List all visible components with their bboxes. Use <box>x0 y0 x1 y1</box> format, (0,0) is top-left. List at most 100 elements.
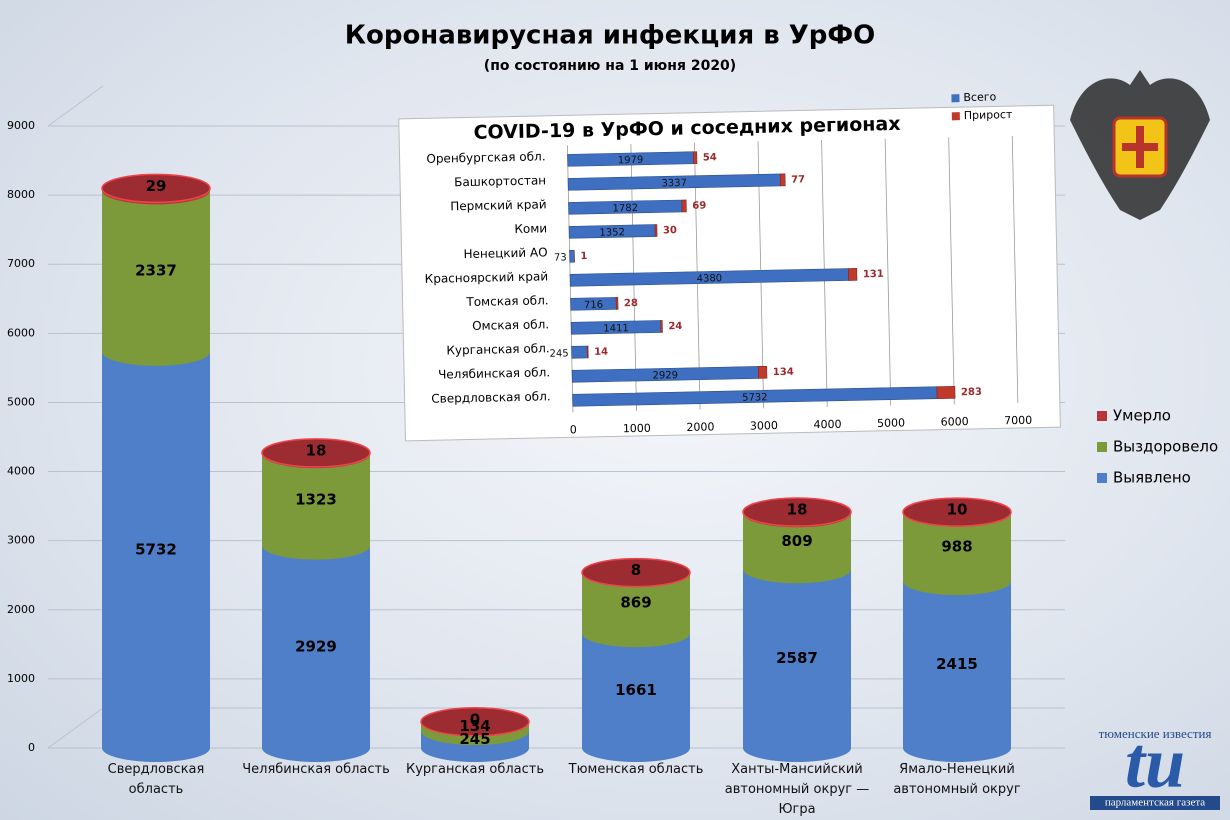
y-tick-label: Пермский край <box>450 197 547 213</box>
grid-line <box>884 138 892 406</box>
y-tick-label: 0 <box>28 741 35 754</box>
legend-label: Выздоровело <box>1113 438 1218 456</box>
bar-top <box>101 173 211 204</box>
value-label: 0 <box>470 710 480 728</box>
y-tick-label: Ненецкий АО <box>463 245 547 261</box>
value-label: 1661 <box>615 681 657 699</box>
value-label: 134 <box>459 717 490 735</box>
bar-top <box>742 497 852 527</box>
value-label: 869 <box>620 594 651 612</box>
bar-segment <box>586 345 589 359</box>
bar-segment <box>757 365 768 379</box>
value-label: 77 <box>791 174 805 185</box>
bar-top <box>902 497 1012 527</box>
value-label: 245 <box>550 348 569 359</box>
legend-swatch <box>1097 442 1107 452</box>
bar-segment <box>660 320 663 333</box>
value-label: 69 <box>692 200 706 211</box>
value-label: 3337 <box>661 178 687 190</box>
value-label: 8 <box>631 561 641 579</box>
y-tick-label: Курганская обл. <box>446 341 549 357</box>
bar-top <box>261 438 371 468</box>
y-tick-label: Красноярский край <box>425 269 549 286</box>
legend-label: Умерло <box>1113 407 1171 425</box>
logo-mark: tu <box>1125 723 1185 803</box>
x-tick-label: 2000 <box>686 420 714 434</box>
bar-segment <box>779 173 786 187</box>
y-tick-label: Омская обл. <box>472 317 549 333</box>
segment-body <box>102 190 210 352</box>
value-label: 5732 <box>135 540 177 558</box>
inset-chart: COVID-19 в УрФО и соседних регионах 0 100… <box>398 90 1061 442</box>
segment-body <box>102 351 210 748</box>
y-tick-label: 6000 <box>7 326 35 339</box>
x-tick-label: 1000 <box>623 422 651 436</box>
value-label: 4380 <box>697 273 723 285</box>
bar-segment <box>902 497 1012 527</box>
emblem <box>1070 70 1210 220</box>
bar-segment <box>262 545 370 762</box>
value-label: 2929 <box>295 637 337 655</box>
bar-segment <box>615 297 619 310</box>
value-label: 2929 <box>652 370 678 382</box>
segment-body <box>262 545 370 748</box>
y-tick-label: 7000 <box>7 257 35 270</box>
bar-segment <box>102 351 210 762</box>
bar-segment <box>569 249 575 263</box>
value-label: 131 <box>863 269 884 280</box>
bar-segment <box>743 569 851 762</box>
value-label: 1323 <box>295 490 337 508</box>
value-label: 24 <box>668 321 682 332</box>
legend-label: Всего <box>963 90 996 104</box>
value-label: 54 <box>703 152 717 163</box>
value-label: 2587 <box>776 649 818 667</box>
x-tick-label: 6000 <box>941 415 969 429</box>
bar-top <box>420 707 530 737</box>
logo-top: тюменские известия <box>1099 726 1212 741</box>
bar-segment <box>262 454 370 560</box>
bar-segment <box>742 497 852 528</box>
value-label: 28 <box>624 298 638 309</box>
logo-bottom: парламентская газета <box>1105 797 1205 809</box>
x-tick-label: 4000 <box>813 418 841 432</box>
y-tick-label: 3000 <box>7 534 35 547</box>
value-label: 716 <box>584 300 603 311</box>
value-label: 14 <box>594 347 608 358</box>
bar-segment <box>936 386 956 399</box>
value-label: 10 <box>947 501 968 519</box>
value-label: 1 <box>580 251 587 262</box>
value-label: 1979 <box>618 155 644 167</box>
grid-line <box>1011 136 1019 404</box>
x-tick-label: Челябинская область <box>242 762 390 777</box>
legend-label: Выявлено <box>1113 469 1191 487</box>
x-tick-label: 5000 <box>877 416 905 430</box>
x-tick-label: 3000 <box>750 419 778 433</box>
y-tick-label: 8000 <box>7 188 35 201</box>
segment-body <box>903 581 1011 748</box>
x-tick-label: 7000 <box>1004 414 1032 428</box>
y-tick-label: Томская обл. <box>465 293 548 309</box>
value-label: 18 <box>306 441 327 459</box>
bar-segment <box>654 224 658 237</box>
chart-title: Коронавирусная инфекция в УрФО <box>345 21 876 51</box>
value-label: 2337 <box>135 262 177 280</box>
y-tick-label: 2000 <box>7 603 35 616</box>
bar-segment <box>903 581 1011 762</box>
y-tick-label: Оренбургская обл. <box>426 149 545 165</box>
value-label: 134 <box>773 367 794 378</box>
y-tick-label: 5000 <box>7 395 35 408</box>
value-label: 30 <box>663 225 677 236</box>
value-label: 2415 <box>936 655 978 673</box>
segment-body <box>582 633 690 748</box>
value-label: 18 <box>787 501 808 519</box>
segment-body <box>743 569 851 748</box>
bar-segment <box>681 199 687 213</box>
value-label: 283 <box>961 387 982 398</box>
x-tick-label: Свердловская область <box>107 762 205 797</box>
chart-subtitle: (по состоянию на 1 июня 2020) <box>484 58 736 74</box>
x-tick-label: Ямало-Ненецкий автономный округ <box>893 762 1021 797</box>
bar-segment <box>582 633 690 762</box>
x-tick-label: Курганская область <box>405 762 545 777</box>
